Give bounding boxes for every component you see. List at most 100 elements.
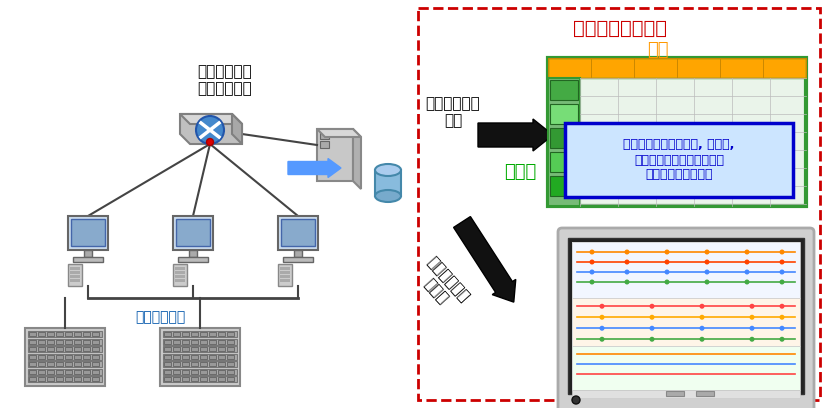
Ellipse shape	[375, 190, 401, 202]
Bar	[696, 391, 714, 396]
Bar	[281, 219, 315, 246]
Bar	[65, 377, 72, 381]
Circle shape	[749, 337, 754, 342]
Bar	[175, 275, 185, 277]
Bar	[218, 347, 225, 351]
Bar	[173, 370, 180, 373]
Bar	[29, 339, 36, 344]
Bar	[317, 129, 353, 181]
Bar	[65, 347, 72, 351]
FancyBboxPatch shape	[558, 228, 814, 408]
Bar	[209, 362, 216, 366]
Bar	[56, 362, 63, 366]
Polygon shape	[232, 114, 242, 144]
Circle shape	[624, 250, 629, 255]
Bar	[56, 332, 63, 336]
Bar	[65, 362, 72, 366]
Circle shape	[705, 270, 710, 275]
Bar	[218, 355, 225, 359]
Bar	[164, 347, 171, 351]
Bar	[68, 216, 108, 250]
Bar	[70, 275, 80, 277]
Bar	[280, 271, 290, 273]
Bar	[163, 376, 237, 382]
Bar	[29, 332, 36, 336]
Bar	[568, 238, 804, 394]
Bar	[173, 347, 180, 351]
Circle shape	[590, 250, 595, 255]
Bar	[47, 332, 54, 336]
Bar	[92, 332, 99, 336]
Bar	[70, 267, 80, 270]
Bar	[173, 377, 180, 381]
Bar	[92, 362, 99, 366]
Bar	[74, 377, 81, 381]
Bar	[173, 339, 180, 344]
Polygon shape	[180, 114, 242, 144]
Circle shape	[744, 259, 749, 264]
Bar	[164, 362, 171, 366]
Bar	[70, 271, 80, 273]
Circle shape	[196, 116, 224, 144]
Bar	[182, 377, 189, 381]
Polygon shape	[353, 129, 361, 189]
Circle shape	[590, 259, 595, 264]
Bar	[29, 362, 36, 366]
Bar	[38, 355, 45, 359]
Bar	[163, 339, 237, 344]
Circle shape	[665, 270, 670, 275]
Circle shape	[749, 315, 754, 320]
Bar	[227, 347, 234, 351]
Bar	[28, 361, 102, 367]
Bar	[218, 377, 225, 381]
Bar	[92, 339, 99, 344]
Circle shape	[700, 326, 705, 331]
Bar	[47, 355, 54, 359]
Circle shape	[780, 270, 785, 275]
Bar	[74, 332, 81, 336]
Bar	[763, 58, 806, 78]
Circle shape	[780, 259, 785, 264]
Bar	[56, 339, 63, 344]
Bar	[209, 339, 216, 344]
Bar	[83, 332, 90, 336]
Bar	[38, 362, 45, 366]
Bar	[565, 123, 793, 197]
Bar	[209, 332, 216, 336]
Bar	[163, 353, 237, 359]
Bar	[28, 368, 102, 375]
Bar	[209, 355, 216, 359]
Bar	[92, 347, 99, 351]
Circle shape	[744, 279, 749, 284]
Bar	[278, 216, 318, 250]
Bar	[47, 377, 54, 381]
Text: 制御システム: 制御システム	[135, 310, 185, 324]
Bar	[375, 170, 401, 196]
FancyArrow shape	[288, 158, 341, 177]
Bar	[200, 339, 207, 344]
Bar	[227, 339, 234, 344]
Bar	[200, 370, 207, 373]
Bar	[189, 250, 197, 257]
Bar	[227, 370, 234, 373]
Text: 今回開発した技術: 今回開発した技術	[573, 18, 667, 38]
Circle shape	[649, 337, 654, 342]
Bar	[163, 361, 237, 367]
Bar	[163, 331, 237, 337]
Bar	[83, 347, 90, 351]
Bar	[572, 346, 800, 390]
Bar	[548, 58, 806, 206]
Bar	[200, 355, 207, 359]
Bar	[83, 362, 90, 366]
Text: 宛先: 宛先	[648, 41, 669, 59]
Circle shape	[744, 250, 749, 255]
Circle shape	[705, 279, 710, 284]
Bar	[164, 377, 171, 381]
Polygon shape	[317, 129, 361, 137]
Bar	[92, 377, 99, 381]
Bar	[191, 355, 198, 359]
Bar	[0, 0, 415, 408]
Bar	[178, 257, 208, 262]
Circle shape	[780, 315, 785, 320]
Circle shape	[649, 304, 654, 309]
